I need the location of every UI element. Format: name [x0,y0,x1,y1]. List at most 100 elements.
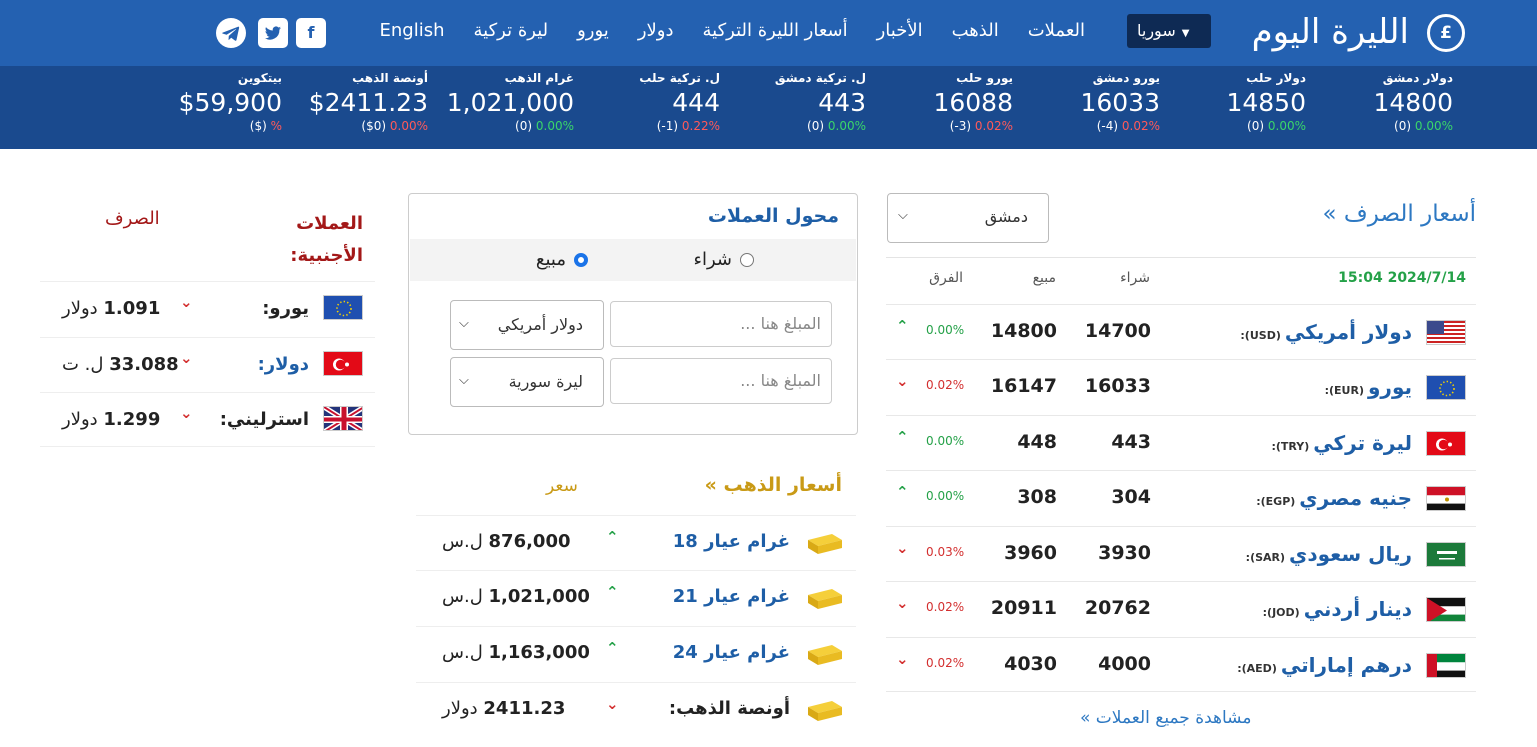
ticker-change: % [270,119,282,133]
table-row[interactable]: ريال سعودي(SAR): 3930 3960 0.03% ⌄ [886,526,1476,581]
gold-item-name: أونصة الذهب: [668,698,790,719]
list-item[interactable]: يورو: ⌄ 1.091 دولار [40,281,375,336]
ticker-value: 444 [672,88,720,117]
sell-price: 308 [1017,486,1057,508]
ticker-diff: (-4) [1096,119,1119,133]
change-percent: 0.00% [926,489,965,503]
currency-code: (AED): [1237,662,1277,675]
ticker-diff: ($) [249,119,267,133]
table-row[interactable]: جنيه مصري(EGP): 304 308 0.00% ⌃ [886,470,1476,525]
exchange-rates-title[interactable]: أسعار الصرف » [1322,201,1476,227]
currency-code: (JOD): [1262,606,1300,619]
radio-buy[interactable]: شراء [694,249,754,270]
ticker-label: يورو دمشق [1092,71,1160,85]
currency-name: درهم إماراتي(AED): [1237,653,1412,677]
arrow-up-icon: ⌃ [606,639,619,657]
sell-price: 3960 [1004,542,1057,564]
col-diff-header: الفرق [929,270,963,286]
arrow-down-icon: ⌄ [896,539,909,557]
ticker-item[interactable]: أونصة الذهب $2411.23 ($0) 0.00% [278,71,428,133]
amount-from-input[interactable]: المبلغ هنا ... [610,301,832,347]
currency-code: (SAR): [1245,551,1286,564]
gold-item-name: غرام عيار 24 [672,642,790,663]
currency-code: (EGP): [1256,495,1296,508]
to-currency-value: ليرة سورية [508,372,583,391]
ticker-change: 0.00% [535,119,574,133]
arrow-up-icon: ⌃ [896,317,909,335]
ticker-diff: (-3) [949,119,972,133]
nav-news[interactable]: الأخبار [876,20,923,41]
chevron-down-icon: ⌵ [459,316,469,331]
table-row[interactable]: دولار أمريكي(USD): 14700 14800 0.00% ⌃ [886,304,1476,359]
view-all-currencies-link[interactable]: مشاهدة جميع العملات » [1080,708,1252,728]
arrow-down-icon: ⌄ [896,650,909,668]
ticker-item[interactable]: بيتكوين $59,900 ($) % [132,71,282,133]
gold-item-name: غرام عيار 21 [672,586,790,607]
buy-price: 443 [1111,431,1151,453]
list-item[interactable]: أونصة الذهب: ⌄ 2411.23 دولار [416,682,856,738]
list-item[interactable]: استرليني: ⌄ 1.299 دولار [40,392,375,447]
gold-item-price: 1,163,000 ل.س [442,642,590,663]
fx-name: دولار: [257,354,309,375]
city-dropdown[interactable]: دمشق ⌵ [887,193,1049,243]
ticker-label: دولار حلب [1246,71,1306,85]
list-item[interactable]: غرام عيار 21 ⌃ 1,021,000 ل.س [416,570,856,626]
list-item[interactable]: غرام عيار 18 ⌃ 876,000 ل.س [416,515,856,571]
ticker-item[interactable]: ل. تركية حلب 444 (-1) 0.22% [570,71,720,133]
top-navigation-bar: £ الليرة اليوم سوريا ▼ العملات الذهب الأخبا… [0,0,1537,66]
radio-checked-icon [574,253,588,267]
currency-name: ليرة تركي(TRY): [1271,431,1412,455]
ticker-item[interactable]: يورو حلب 16088 (-3) 0.02% [863,71,1013,133]
twitter-icon[interactable] [258,18,288,48]
country-dropdown[interactable]: سوريا ▼ [1127,14,1211,48]
ticker-item[interactable]: دولار حلب 14850 (0) 0.00% [1156,71,1306,133]
gold-price-header: سعر [546,476,578,496]
ticker-item[interactable]: ل. تركية دمشق 443 (0) 0.00% [716,71,866,133]
amount-to-input[interactable]: المبلغ هنا ... [610,358,832,404]
change-percent: 0.02% [926,656,965,670]
nav-currencies[interactable]: العملات [1027,20,1085,41]
table-row[interactable]: درهم إماراتي(AED): 4000 4030 0.02% ⌄ [886,637,1476,692]
main-nav: العملات الذهب الأخبار أسعار الليرة التركية د… [351,20,1085,41]
arrow-down-icon: ⌄ [180,349,193,367]
arrow-down-icon: ⌄ [180,293,193,311]
nav-turkish-lira-prices[interactable]: أسعار الليرة التركية [702,20,848,41]
buy-price: 20762 [1084,597,1151,619]
nav-english[interactable]: English [379,20,445,41]
nav-euro[interactable]: يورو [577,20,609,41]
nav-gold[interactable]: الذهب [951,20,999,41]
gold-item-price: 876,000 ل.س [442,531,571,552]
facebook-icon[interactable]: f [296,18,326,48]
jo-flag-icon [1426,597,1466,622]
currency-name: دولار أمريكي(USD): [1240,320,1412,344]
radio-sell[interactable]: مبيع [536,249,588,270]
site-logo[interactable]: £ الليرة اليوم [1225,6,1465,58]
fx-value: 1.299 دولار [62,409,161,430]
nav-turkish-lira[interactable]: ليرة تركية [473,20,549,41]
ticker-item[interactable]: غرام الذهب 1,021,000 (0) 0.00% [424,71,574,133]
ticker-item[interactable]: يورو دمشق 16033 (-4) 0.02% [1010,71,1160,133]
arrow-down-icon: ⌄ [896,372,909,390]
ticker-change: 0.00% [389,119,428,133]
gold-bar-icon [808,645,842,665]
ticker-item[interactable]: دولار دمشق 14800 (0) 0.00% [1303,71,1453,133]
gold-item-name: غرام عيار 18 [672,531,790,552]
table-row[interactable]: ليرة تركي(TRY): 443 448 0.00% ⌃ [886,415,1476,470]
ticker-value: 14800 [1373,88,1453,117]
list-item[interactable]: غرام عيار 24 ⌃ 1,163,000 ل.س [416,626,856,682]
to-currency-select[interactable]: ليرة سورية ⌵ [450,357,604,407]
table-row[interactable]: دينار أردني(JOD): 20762 20911 0.02% ⌄ [886,581,1476,636]
sa-flag-icon [1426,542,1466,567]
telegram-icon[interactable] [216,18,246,48]
fx-value: 33.088 ل. ت [62,354,179,375]
from-currency-select[interactable]: دولار أمريكي ⌵ [450,300,604,350]
table-row[interactable]: يورو(EUR): 16033 16147 0.02% ⌄ [886,359,1476,414]
arrow-down-icon: ⌄ [180,404,193,422]
logo-text: الليرة اليوم [1251,12,1409,52]
arrow-up-icon: ⌃ [896,428,909,446]
ticker-label: يورو حلب [956,71,1013,85]
nav-dollar[interactable]: دولار [637,20,674,41]
gold-prices-title[interactable]: أسعار الذهب » [704,474,842,496]
ticker-diff: (0) [807,119,825,133]
list-item[interactable]: دولار: ⌄ 33.088 ل. ت [40,337,375,392]
